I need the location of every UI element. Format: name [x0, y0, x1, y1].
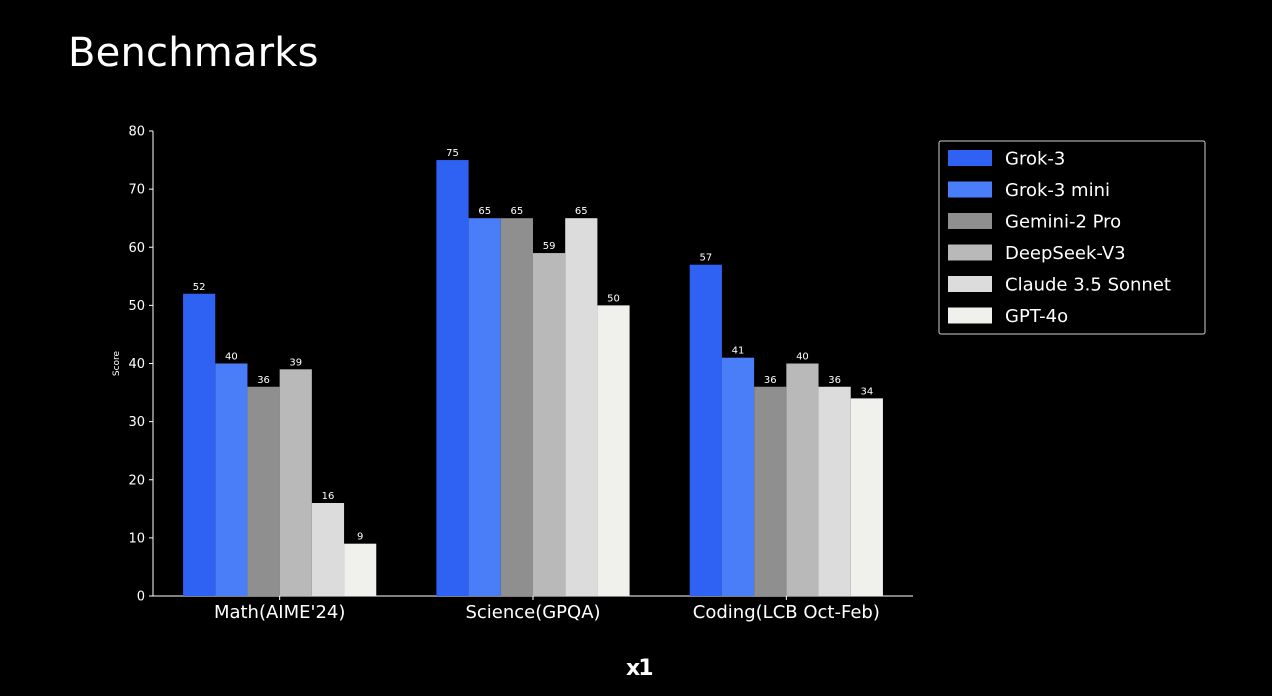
page-title: Benchmarks: [68, 30, 319, 76]
legend-entry: Grok-3: [1005, 149, 1065, 170]
legend-entry: Claude 3.5 Sonnet: [1005, 275, 1171, 296]
bar: [721, 357, 755, 596]
data-label: 36: [764, 375, 777, 386]
data-label: 52: [193, 282, 206, 293]
y-tick-label: 80: [128, 125, 145, 140]
data-label: 59: [543, 241, 556, 252]
data-label: 16: [322, 491, 335, 502]
bar: [436, 160, 469, 596]
bar: [500, 218, 533, 596]
y-tick-label: 60: [128, 241, 145, 256]
bar: [565, 218, 598, 596]
bar: [818, 386, 851, 596]
bar: [311, 503, 345, 596]
legend-entry: Gemini-2 Pro: [1005, 212, 1121, 233]
bar: [597, 305, 630, 596]
y-tick-label: 40: [128, 357, 145, 372]
data-label: 39: [289, 357, 302, 368]
legend-swatch: [948, 307, 992, 324]
x-tick-label: Science(GPQA): [465, 602, 600, 623]
data-label: 36: [828, 375, 841, 386]
legend-entry: DeepSeek-V3: [1005, 243, 1126, 264]
data-label: 57: [699, 253, 712, 264]
legend-entry: Grok-3 mini: [1005, 180, 1110, 201]
x-tick-label: Coding(LCB Oct-Feb): [693, 602, 880, 623]
bar: [786, 363, 819, 596]
y-tick-label: 30: [128, 415, 145, 430]
data-label: 65: [511, 206, 524, 217]
legend-swatch: [948, 150, 992, 166]
bar: [247, 386, 280, 596]
data-label: 40: [225, 352, 238, 363]
y-tick-label: 50: [128, 299, 145, 314]
legend-box: [938, 140, 1206, 335]
data-label: 75: [446, 148, 459, 159]
data-label: 36: [257, 375, 270, 386]
data-label: 40: [796, 352, 809, 363]
bar: [279, 369, 312, 596]
y-tick-label: 70: [128, 183, 145, 198]
y-tick-label: 0: [137, 590, 145, 605]
data-label: 34: [860, 386, 873, 397]
legend-swatch: [948, 213, 992, 229]
y-tick-label: 20: [128, 473, 145, 488]
data-label: 65: [478, 206, 491, 217]
legend-swatch: [948, 181, 992, 198]
chart-legend: Grok-3 Grok-3 mini Gemini-2 Pro DeepSeek-V3…: [938, 140, 1206, 335]
data-label: 50: [607, 293, 620, 304]
bar: [533, 253, 566, 596]
legend-swatch: [948, 276, 992, 292]
bar: [689, 264, 722, 596]
y-axis-title: Score: [112, 350, 122, 376]
data-label: 41: [732, 346, 745, 357]
data-label: 65: [575, 206, 588, 217]
bar: [183, 293, 216, 596]
x-tick-label: Math(AIME'24): [214, 602, 345, 623]
bar: [754, 386, 787, 596]
bar: [215, 363, 248, 596]
chart-bars: 52 40 36 39 16 9 75 65 65 59 65 50 57 41 36 40 36 34: [183, 148, 883, 596]
bar: [468, 218, 501, 596]
bar: [850, 398, 883, 596]
legend-entry: GPT-4o: [1005, 306, 1068, 327]
legend-swatch: [948, 244, 992, 261]
xai-logo: x1: [626, 656, 653, 681]
data-label: 9: [357, 532, 363, 543]
bar: [344, 543, 377, 596]
y-tick-label: 10: [128, 531, 145, 546]
